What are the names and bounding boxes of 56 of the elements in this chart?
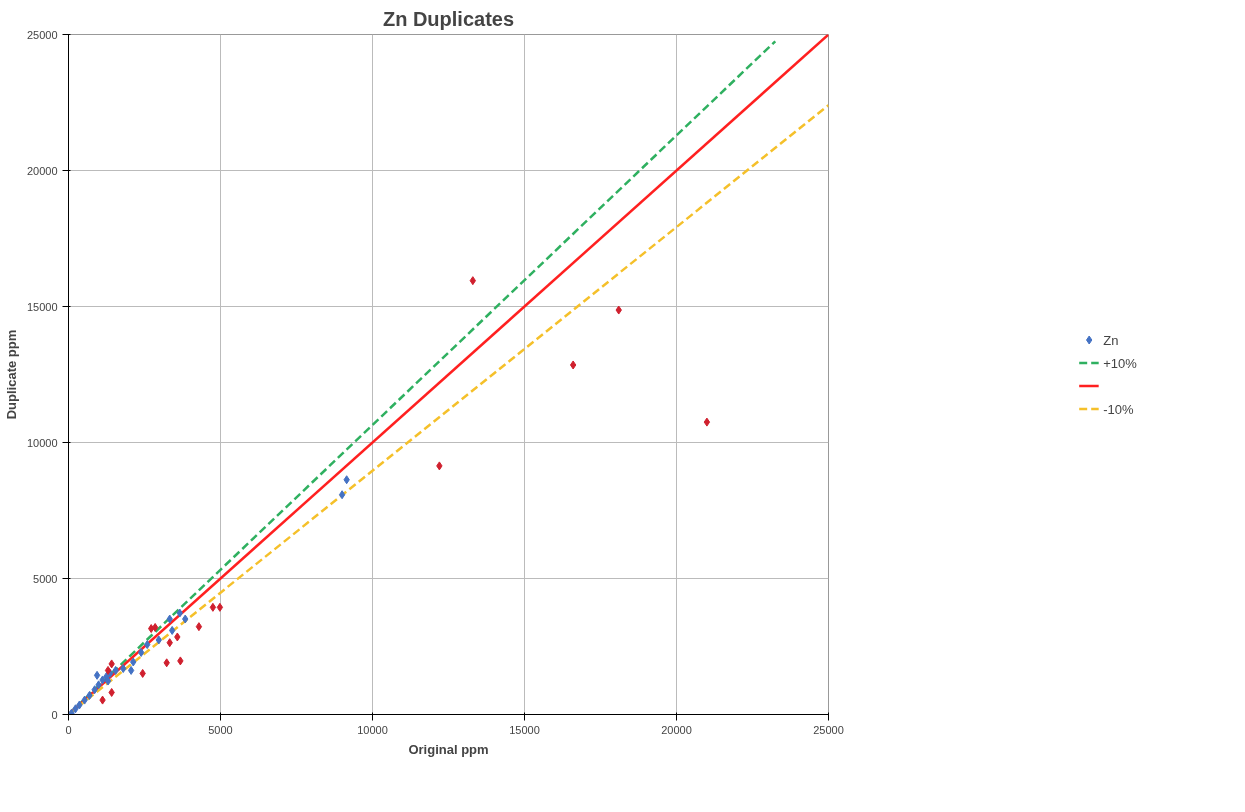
point [144, 640, 151, 650]
point [166, 614, 173, 624]
point [68, 708, 75, 715]
x-tick-label: 25000 [813, 723, 844, 736]
point [343, 475, 350, 485]
point [137, 647, 145, 657]
point [120, 664, 127, 674]
point [139, 668, 146, 678]
point [108, 659, 115, 669]
point [195, 622, 203, 632]
point [130, 657, 137, 667]
point [99, 675, 106, 685]
point [155, 635, 162, 645]
point [166, 638, 173, 648]
point [615, 305, 622, 315]
point [469, 276, 476, 286]
chart-title: Zn Duplicates [382, 7, 515, 30]
point [163, 658, 170, 668]
point [169, 625, 176, 635]
x-tick-label: 0 [65, 723, 72, 736]
legend-label: -10% [1103, 401, 1134, 416]
point [569, 360, 577, 370]
point [108, 687, 115, 697]
point [93, 670, 101, 680]
point [703, 417, 711, 427]
point [174, 632, 181, 642]
legend-label: Zn [1103, 332, 1120, 347]
y-tick-label: 5000 [33, 572, 58, 585]
point [99, 695, 106, 705]
point [127, 665, 135, 675]
x-tick-label: 10000 [357, 723, 388, 736]
point [436, 461, 443, 471]
y-tick-label: 0 [51, 708, 58, 721]
y-tick-label: 15000 [26, 300, 58, 313]
x-tick-label: 15000 [509, 723, 540, 736]
point [216, 602, 224, 612]
point [95, 680, 102, 690]
point [72, 704, 79, 714]
point [338, 490, 346, 500]
x-tick-label: 20000 [661, 723, 692, 736]
point [177, 656, 184, 666]
point [86, 690, 93, 700]
legend-label: +10% [1103, 355, 1137, 370]
y-tick-label: 25000 [26, 28, 58, 41]
point [209, 602, 217, 612]
point [81, 695, 88, 705]
point [91, 685, 98, 695]
y-tick-label: 20000 [26, 164, 58, 177]
x-axis-title: Original ppm [408, 741, 489, 757]
y-axis-title: Duplicate ppm [3, 329, 19, 420]
point [76, 700, 83, 710]
y-tick-label: 10000 [26, 436, 58, 449]
point [182, 614, 189, 624]
point [112, 665, 119, 675]
x-tick-label: 5000 [208, 723, 233, 736]
point [176, 608, 183, 618]
